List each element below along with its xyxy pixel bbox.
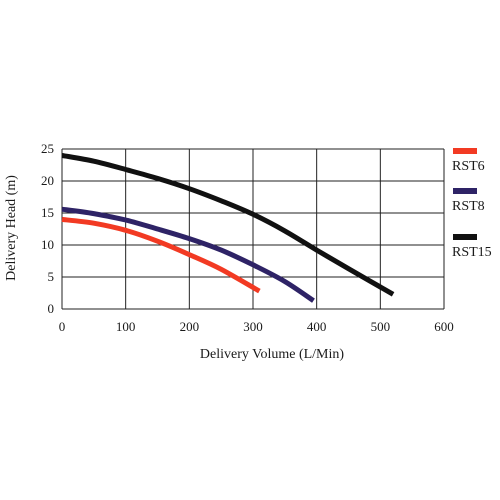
chart-legend: RST6 RST8 RST15 bbox=[452, 148, 492, 260]
legend-swatch-rst15 bbox=[453, 234, 477, 240]
y-tick-label-0: 0 bbox=[48, 301, 55, 316]
series-line-rst6 bbox=[61, 216, 261, 294]
x-tick-label-0: 0 bbox=[59, 319, 66, 334]
y-tick-label-5: 25 bbox=[41, 141, 54, 156]
x-tick-label-3: 300 bbox=[243, 319, 263, 334]
y-tick-label-1: 5 bbox=[48, 269, 55, 284]
y-tick-label-3: 15 bbox=[41, 205, 54, 220]
x-axis-title: Delivery Volume (L/Min) bbox=[200, 347, 344, 362]
legend-swatch-rst6 bbox=[453, 148, 477, 154]
legend-label-rst6: RST6 bbox=[452, 159, 485, 174]
x-tick-label-2: 200 bbox=[180, 319, 200, 334]
x-tick-label-6: 600 bbox=[434, 319, 454, 334]
x-tick-label-1: 100 bbox=[116, 319, 136, 334]
x-tick-label-4: 400 bbox=[307, 319, 327, 334]
series-line-rst15 bbox=[61, 152, 395, 297]
legend-label-rst15: RST15 bbox=[452, 245, 492, 260]
series-line-rst8 bbox=[61, 206, 315, 303]
y-tick-label-4: 20 bbox=[41, 173, 54, 188]
y-tick-label-2: 10 bbox=[41, 237, 54, 252]
chart-grid bbox=[61, 148, 445, 310]
y-axis-title: Delivery Head (m) bbox=[4, 175, 19, 281]
chart-series bbox=[61, 152, 395, 303]
legend-swatch-rst8 bbox=[453, 188, 477, 194]
y-axis-ticks: 0 5 10 15 20 25 bbox=[41, 141, 54, 316]
x-axis-ticks: 0 100 200 300 400 500 600 bbox=[59, 319, 454, 334]
legend-label-rst8: RST8 bbox=[452, 199, 485, 214]
x-tick-label-5: 500 bbox=[371, 319, 391, 334]
